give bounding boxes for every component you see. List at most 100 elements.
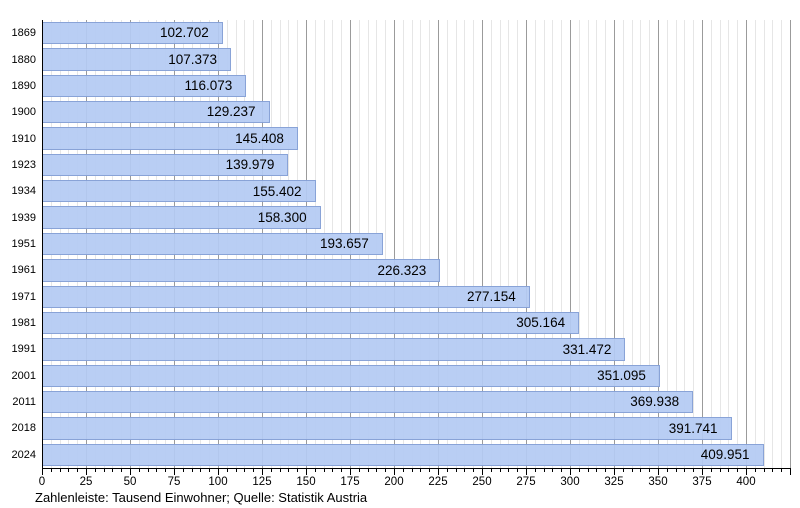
minor-gridline (491, 20, 492, 468)
bar-1910: 145.408 (42, 127, 298, 150)
x-axis-minor-tick (359, 469, 360, 472)
x-axis-minor-tick (552, 469, 553, 472)
minor-gridline (464, 20, 465, 468)
major-gridline (526, 20, 527, 468)
minor-gridline (632, 20, 633, 468)
year-axis-label: 1981 (11, 317, 36, 329)
x-axis-minor-tick (51, 469, 52, 472)
plot-area: 102.702 107.373 116.073 129.237 145.408 139.9… (42, 20, 791, 468)
major-gridline (394, 20, 395, 468)
x-axis-minor-tick (693, 469, 694, 472)
x-axis-minor-tick (728, 469, 729, 472)
major-gridline (482, 20, 483, 468)
x-axis-tick-label: 325 (604, 476, 624, 488)
major-gridline (658, 20, 659, 468)
x-axis-minor-tick (500, 469, 501, 472)
minor-gridline (649, 20, 650, 468)
minor-gridline (500, 20, 501, 468)
bar-row: 129.237 (42, 99, 790, 125)
x-axis-major-tick (174, 469, 175, 475)
minor-gridline (412, 20, 413, 468)
x-axis-minor-tick (288, 469, 289, 472)
minor-gridline (711, 20, 712, 468)
x-axis-major-tick (746, 469, 747, 475)
x-axis-major-tick (526, 469, 527, 475)
x-axis-minor-tick (315, 469, 316, 472)
x-axis-tick-label: 75 (167, 476, 181, 488)
minor-gridline (737, 20, 738, 468)
x-axis-minor-tick (121, 469, 122, 472)
minor-gridline (456, 20, 457, 468)
x-axis-minor-tick (667, 469, 668, 472)
minor-gridline (728, 20, 729, 468)
x-axis-minor-tick (588, 469, 589, 472)
x-axis-tick-label: 150 (296, 476, 316, 488)
year-axis-label: 2001 (11, 370, 36, 382)
x-axis-minor-tick (464, 469, 465, 472)
bar-1981: 305.164 (42, 311, 580, 335)
major-gridline (570, 20, 571, 468)
year-axis-label: 1910 (11, 133, 36, 145)
bar-2011: 369.938 (42, 390, 694, 414)
major-gridline (790, 20, 791, 468)
year-axis-label: 1890 (11, 80, 36, 92)
bar-row: 116.073 (42, 73, 790, 99)
x-axis-minor-tick (755, 469, 756, 472)
x-axis-minor-tick (535, 469, 536, 472)
x-axis-minor-tick (447, 469, 448, 472)
x-axis-tick-label: 0 (38, 476, 46, 488)
x-axis-minor-tick (605, 469, 606, 472)
minor-gridline (781, 20, 782, 468)
bar-value-label: 158.300 (257, 209, 307, 225)
minor-gridline (720, 20, 721, 468)
x-axis-minor-tick (517, 469, 518, 472)
bar-value-label: 409.951 (700, 447, 750, 463)
bar-row: 158.300 (42, 204, 790, 230)
minor-gridline (561, 20, 562, 468)
minor-gridline (764, 20, 765, 468)
major-gridline (702, 20, 703, 468)
x-axis-major-tick (438, 469, 439, 475)
bar-1939: 158.300 (42, 206, 321, 229)
x-axis-minor-tick (253, 469, 254, 472)
minor-gridline (588, 20, 589, 468)
x-axis-minor-tick (508, 469, 509, 472)
x-axis-minor-tick (544, 469, 545, 472)
bar-row: 331.472 (42, 336, 790, 362)
x-axis-major-tick (42, 469, 43, 475)
x-axis-minor-tick (60, 469, 61, 472)
bar-value-label: 391.741 (668, 420, 718, 436)
x-axis-minor-tick (332, 469, 333, 472)
x-axis-minor-tick (491, 469, 492, 472)
bar-1951: 193.657 (42, 232, 383, 256)
source-note: Zahlenleiste: Tausend Einwohner; Quelle:… (35, 490, 368, 505)
x-axis-major-tick (570, 469, 571, 475)
y-axis-line (42, 20, 43, 469)
bar-row: 193.657 (42, 231, 790, 257)
bar-value-label: 129.237 (206, 104, 256, 120)
minor-gridline (676, 20, 677, 468)
year-axis-label: 1923 (11, 159, 36, 171)
bar-2024: 409.951 (42, 443, 764, 466)
x-axis-minor-tick (183, 469, 184, 472)
x-axis-minor-tick (227, 469, 228, 472)
bar-1890: 116.073 (42, 74, 247, 98)
minor-gridline (447, 20, 448, 468)
minor-gridline (508, 20, 509, 468)
bar-1923: 139.979 (42, 153, 289, 177)
year-axis-label: 2024 (11, 449, 36, 461)
x-axis-minor-tick (764, 469, 765, 472)
x-axis-minor-tick (112, 469, 113, 472)
x-axis-minor-tick (781, 469, 782, 472)
x-axis-tick-label: 175 (340, 476, 360, 488)
bar-value-label: 351.095 (597, 368, 646, 383)
x-axis-minor-tick (720, 469, 721, 472)
x-axis-tick-label: 300 (560, 476, 580, 488)
year-axis-label: 1951 (11, 238, 36, 250)
bar-value-label: 193.657 (319, 236, 369, 252)
bar-row: 139.979 (42, 152, 790, 178)
bar-row: 351.095 (42, 363, 790, 389)
x-axis-major-tick (790, 469, 791, 475)
x-axis-tick-label: 200 (384, 476, 404, 488)
year-axis-label: 2011 (12, 396, 36, 408)
